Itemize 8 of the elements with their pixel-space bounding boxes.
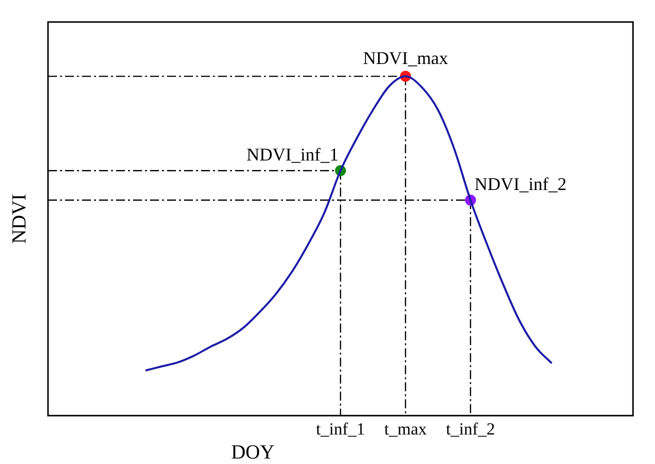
y-axis-title: NDVI: [8, 194, 30, 244]
annotation: NDVI_inf_1: [246, 144, 338, 164]
x-tick-label: t_inf_2: [446, 419, 496, 438]
x-axis-title: DOY: [231, 441, 274, 464]
annotation: NDVI_inf_2: [474, 174, 566, 194]
annotation: NDVI_max: [363, 48, 448, 68]
x-tick-label: t_max: [384, 419, 428, 438]
x-tick-label: t_inf_1: [316, 419, 366, 438]
